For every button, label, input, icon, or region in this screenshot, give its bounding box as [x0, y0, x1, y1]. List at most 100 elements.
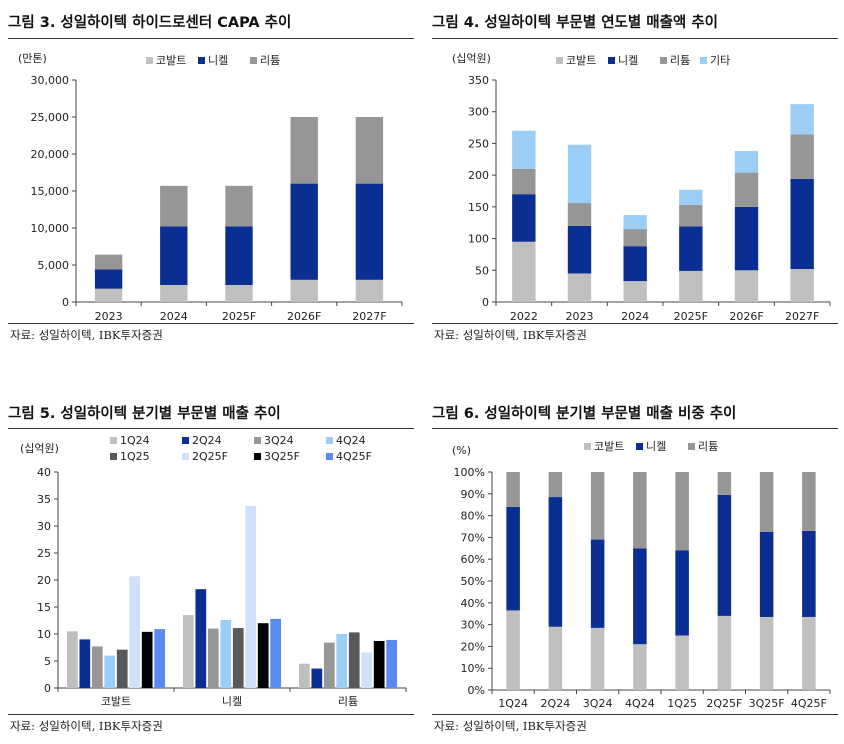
legend-swatch [254, 453, 261, 460]
y-tick-label: 100% [454, 466, 485, 479]
y-tick-label: 200 [468, 169, 489, 182]
legend-swatch [556, 57, 563, 64]
bar-코발트-2024 [623, 281, 647, 302]
x-tick-label: 코발트 [101, 695, 131, 708]
legend-swatch [250, 57, 257, 64]
y-tick-label: 15 [37, 601, 51, 614]
y-tick-label: 5,000 [38, 259, 70, 272]
bar-1Q25-리튬 [348, 632, 360, 688]
bar-기타-2025F [679, 189, 703, 205]
x-tick-label: 2023 [566, 310, 594, 323]
bar-리튬-2Q25F [717, 472, 732, 495]
legend-swatch [110, 437, 117, 444]
bar-1Q25-니켈 [232, 628, 244, 688]
chart-panel-capa: 그림 3. 성일하이텍 하이드로센터 CAPA 추이 (만톤) 0 5,000 10,… [8, 6, 414, 346]
legend-label: 2Q25F [192, 450, 228, 463]
x-tick-label: 2025F [674, 310, 708, 323]
bar-1Q24-리튬 [298, 663, 310, 688]
y-tick-label: 30,000 [31, 74, 70, 87]
bar-리튬-2026F [734, 172, 759, 207]
bar-기타-2027F [790, 104, 814, 135]
bar-니켈-2Q25F [717, 494, 732, 616]
x-tick-label: 2024 [160, 310, 188, 323]
bar-1Q24-니켈 [182, 615, 194, 688]
quarterly-share-chart: (%) 0% 10% 20% 30% 40% 50% 60% 70% 80% 90% 100% 1Q24… [452, 440, 831, 710]
legend-swatch [636, 443, 643, 450]
bar-2Q24-니켈 [195, 589, 207, 688]
x-tick-label: 2027F [352, 310, 386, 323]
chart-title: 그림 6. 성일하이텍 분기별 부문별 매출 비중 추이 [432, 406, 737, 422]
y-tick-label: 0 [62, 296, 69, 309]
y-tick-label: 20% [461, 640, 485, 653]
x-tick-label: 4Q25F [791, 697, 827, 710]
chart-title: 그림 5. 성일하이텍 분기별 부문별 매출 추이 [8, 406, 281, 422]
x-tick-label: 1Q25 [667, 697, 697, 710]
x-tick-label: 2026F [729, 310, 763, 323]
y-tick-label: 80% [461, 510, 485, 523]
chart-panel-quarterly-share: 그림 6. 성일하이텍 분기별 부문별 매출 비중 추이 (%) 0% 10% 20%… [432, 398, 838, 738]
bar-기타-2024 [623, 215, 647, 230]
bar-리튬-2027F [355, 117, 384, 184]
legend-swatch [584, 443, 591, 450]
bar-4Q24-리튬 [336, 634, 348, 688]
y-tick-label: 90% [461, 488, 485, 501]
bar-4Q25F-코발트 [154, 629, 166, 688]
bar-니켈-1Q24 [506, 506, 520, 611]
y-tick-label: 20,000 [31, 148, 70, 161]
y-tick-label: 0 [44, 682, 51, 695]
bar-니켈-2026F [734, 206, 759, 271]
x-tick-label: 2025F [222, 310, 256, 323]
bar-코발트-1Q25 [675, 635, 689, 690]
bar-4Q25F-리튬 [386, 639, 398, 688]
legend-label: 3Q24 [264, 434, 294, 447]
bar-니켈-4Q24 [633, 548, 647, 645]
legend-swatch [254, 437, 261, 444]
y-unit-label: (만톤) [18, 52, 47, 65]
x-tick-label: 2023 [95, 310, 123, 323]
bar-니켈-2026F [290, 183, 318, 280]
x-tick-label: 1Q24 [498, 697, 528, 710]
bar-니켈-2024 [623, 246, 647, 282]
y-tick-label: 40 [37, 466, 51, 479]
bar-2Q25F-코발트 [129, 576, 141, 688]
legend-label: 1Q25 [120, 450, 150, 463]
bar-기타-2022 [512, 130, 536, 169]
bar-리튬-2023 [567, 203, 592, 226]
legend-label: 2Q24 [192, 434, 222, 447]
y-tick-label: 0 [482, 296, 489, 309]
bar-2Q25F-리튬 [361, 652, 373, 688]
bar-리튬-1Q25 [675, 472, 689, 551]
bar-3Q24-니켈 [207, 628, 219, 688]
bar-니켈-3Q25F [759, 531, 774, 617]
bar-코발트-3Q24 [590, 627, 605, 690]
y-tick-label: 60% [461, 553, 485, 566]
legend-label: 4Q25F [336, 450, 372, 463]
x-tick-label: 2027F [785, 310, 819, 323]
bar-3Q25F-코발트 [141, 631, 153, 688]
legend-swatch [700, 57, 707, 64]
bar-니켈-2027F [355, 183, 384, 280]
chart-panel-quarterly-sales: 그림 5. 성일하이텍 분기별 부문별 매출 추이 (십억원) 0 5 10 15 20 2… [8, 398, 414, 738]
bar-리튬-3Q25F [759, 472, 774, 532]
legend-swatch [608, 57, 615, 64]
source-note: 자료: 성일하이텍, IBK투자증권 [10, 719, 163, 733]
y-tick-label: 25 [37, 547, 51, 560]
title-divider [432, 428, 838, 429]
bar-니켈-2Q24 [548, 497, 563, 627]
legend-swatch [182, 453, 189, 460]
bar-리튬-2023 [94, 254, 123, 270]
x-tick-label: 2026F [287, 310, 321, 323]
source-note: 자료: 성일하이텍, IBK투자증권 [10, 328, 163, 342]
y-tick-label: 50% [461, 575, 485, 588]
x-tick-label: 2Q25F [706, 697, 742, 710]
bar-3Q24-코발트 [91, 646, 103, 688]
chart-title: 그림 3. 성일하이텍 하이드로센터 CAPA 추이 [8, 15, 292, 31]
bar-니켈-3Q24 [590, 539, 605, 628]
y-tick-label: 20 [37, 574, 51, 587]
y-tick-label: 5 [44, 655, 51, 668]
y-tick-label: 0% [468, 684, 485, 697]
title-divider [8, 38, 414, 39]
source-note: 자료: 성일하이텍, IBK투자증권 [434, 328, 587, 342]
y-tick-label: 40% [461, 597, 485, 610]
legend-label: 코발트 [594, 440, 624, 453]
